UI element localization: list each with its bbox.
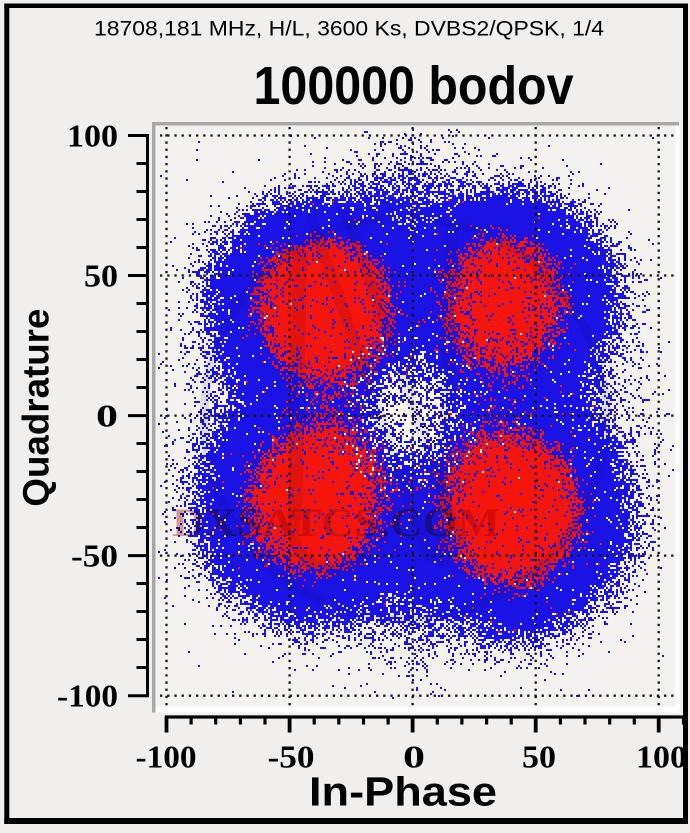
svg-text:100: 100 [67,117,118,153]
svg-text:DXSATCS.COM: DXSATCS.COM [172,500,500,545]
svg-text:100: 100 [636,739,687,775]
svg-text:-100: -100 [57,678,118,714]
svg-text:-100: -100 [136,739,197,775]
svg-text:-50: -50 [71,537,118,573]
svg-text:0: 0 [96,397,118,433]
svg-text:-50: -50 [268,739,315,775]
svg-text:In-Phase: In-Phase [309,769,497,815]
svg-text:18708,181 MHz, H/L, 3600 Ks, D: 18708,181 MHz, H/L, 3600 Ks, DVBS2/QPSK,… [94,17,604,41]
svg-text:50: 50 [84,257,118,293]
svg-text:50: 50 [522,739,556,775]
svg-text:100000 bodov: 100000 bodov [254,56,574,116]
svg-text:0: 0 [403,739,425,775]
svg-text:Quadrature: Quadrature [15,309,56,507]
